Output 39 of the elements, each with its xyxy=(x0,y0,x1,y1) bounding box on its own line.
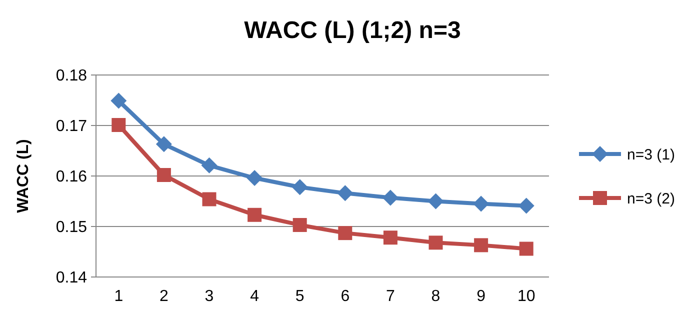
point xyxy=(112,118,126,132)
legend-label: n=3 (1) xyxy=(627,146,675,164)
point xyxy=(383,230,398,245)
point xyxy=(338,226,352,240)
x-tick-label: 6 xyxy=(340,288,350,305)
y-tick-label: 0.18 xyxy=(56,68,88,85)
point xyxy=(156,136,172,152)
x-tick-label: 8 xyxy=(431,288,440,305)
point xyxy=(518,198,534,214)
point xyxy=(337,185,354,202)
point xyxy=(473,196,490,212)
point xyxy=(474,238,488,252)
x-tick-label: 2 xyxy=(159,288,168,305)
point xyxy=(428,236,443,250)
x-tick-label: 5 xyxy=(295,288,304,305)
y-axis-title: WACC (L) xyxy=(15,139,32,213)
chart-title: WACC (L) (1;2) n=3 xyxy=(244,17,461,44)
x-tick-label: 7 xyxy=(386,288,395,305)
legend-label: n=3 (2) xyxy=(627,190,675,208)
y-tick-label: 0.14 xyxy=(56,270,88,287)
x-tick-label: 4 xyxy=(250,288,260,305)
point xyxy=(382,190,398,206)
point xyxy=(248,208,262,222)
y-tick-label: 0.15 xyxy=(56,219,88,236)
point xyxy=(156,168,171,182)
point xyxy=(519,242,534,256)
y-tick-label: 0.17 xyxy=(56,118,88,136)
y-tick-label: 0.16 xyxy=(56,168,88,186)
x-tick-label: 10 xyxy=(517,288,536,305)
x-tick-label: 3 xyxy=(204,288,214,305)
point xyxy=(292,179,308,196)
point xyxy=(201,157,218,174)
point xyxy=(428,193,444,210)
x-tick-label: 1 xyxy=(114,288,124,305)
point xyxy=(246,170,263,186)
x-tick-label: 9 xyxy=(476,288,486,305)
point xyxy=(202,192,216,206)
point xyxy=(110,92,127,109)
point xyxy=(292,218,307,232)
